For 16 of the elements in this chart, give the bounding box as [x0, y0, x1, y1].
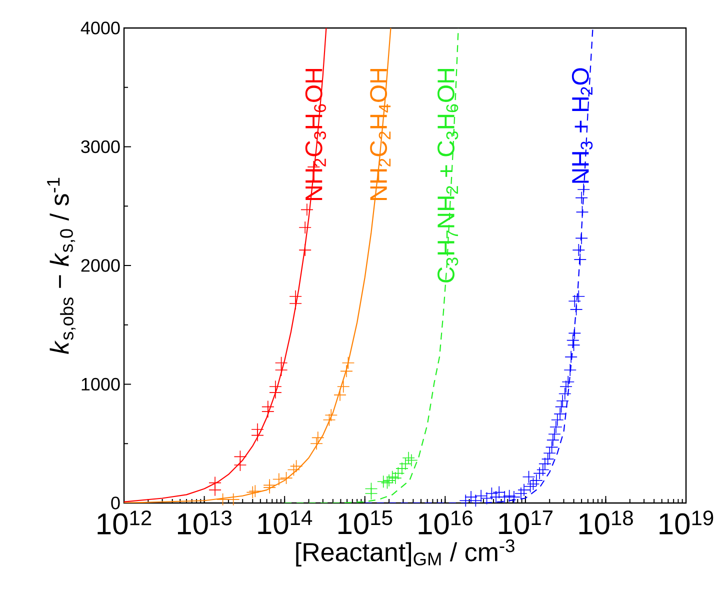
x-tick-label: 10$^{12}$: [98, 510, 152, 535]
x-tick-label: 10$^{16}$: [418, 510, 472, 535]
y-axis-title: k$_{s,obs}$ − k$_{s,0}$ / s$^{-1}$: [47, 178, 76, 354]
x-tick-label: 10$^{17}$: [499, 510, 552, 534]
y-tick-label: 2000: [81, 259, 120, 272]
x-tick-label: 10$^{13}$: [178, 510, 232, 535]
y-tick-label: 3000: [81, 140, 120, 154]
x-axis-title: [Reactant]$_{GM}$ / cm$^{-3}$: [296, 539, 514, 567]
y-tick-label: 4000: [80, 22, 120, 34]
text: NH$_{3}$ + H$_{2}$O: [572, 68, 593, 183]
y-tick-label: 1000: [82, 378, 120, 391]
x-tick-label: 10$^{18}$: [579, 510, 633, 535]
y-tick-label: 0: [111, 496, 120, 510]
x-tick-label: 10$^{19}$: [660, 510, 714, 535]
x-tick-label: 10$^{15}$: [338, 510, 392, 534]
x-tick-label: 10$^{14}$: [258, 510, 312, 534]
